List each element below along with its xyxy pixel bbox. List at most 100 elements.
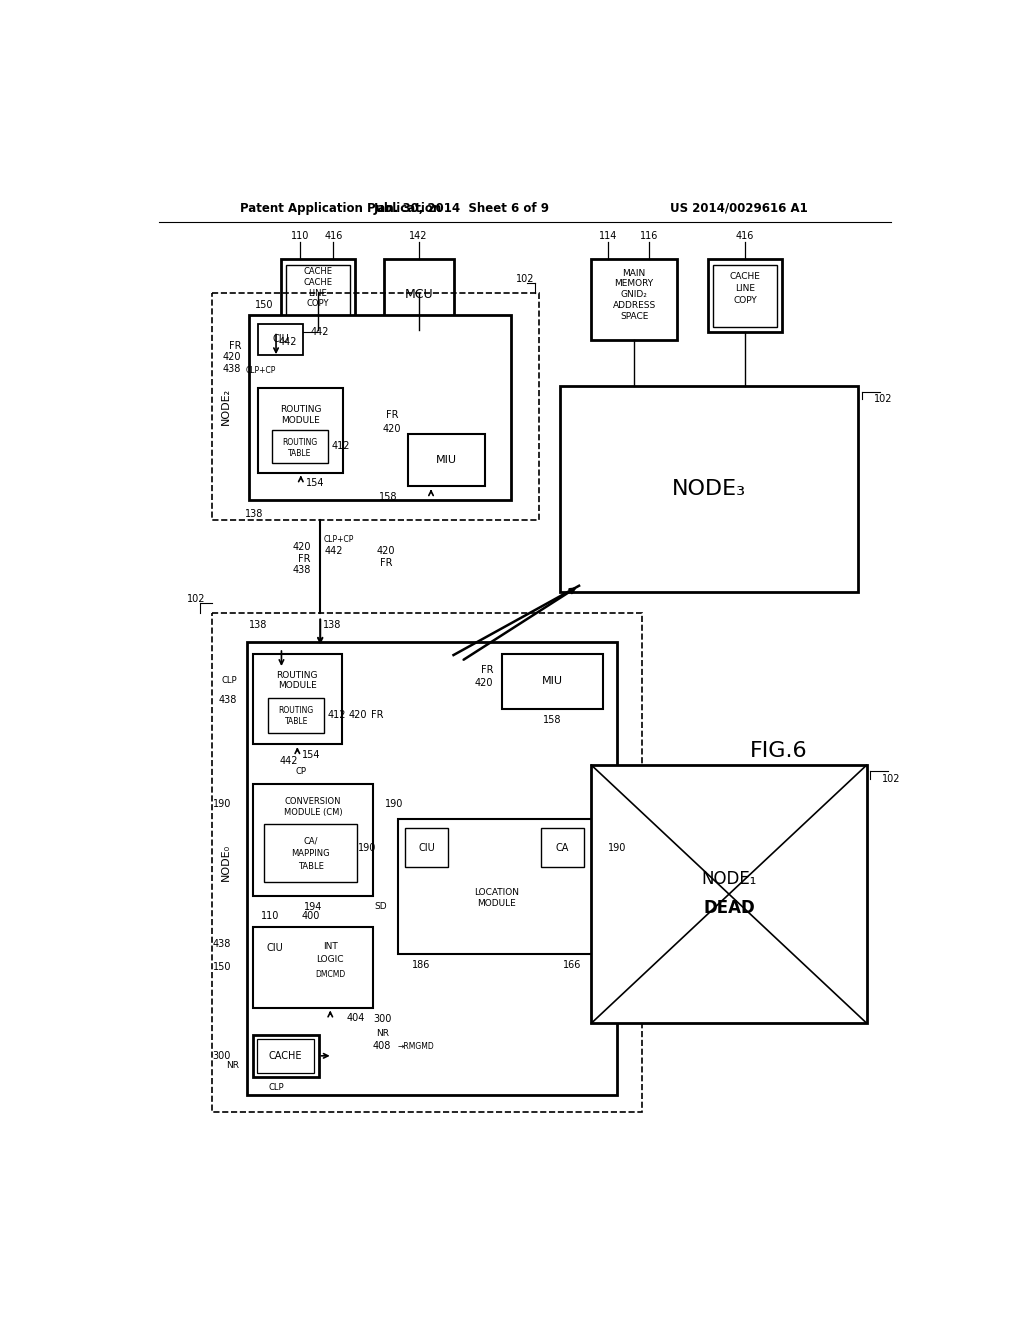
Text: TABLE: TABLE — [285, 717, 308, 726]
Text: 110: 110 — [261, 911, 279, 921]
Bar — [713, 264, 776, 327]
Text: CLP: CLP — [221, 676, 238, 685]
Text: 190: 190 — [385, 799, 403, 809]
Text: 438: 438 — [293, 565, 311, 576]
Bar — [253, 927, 373, 1007]
Text: 190: 190 — [213, 799, 231, 809]
Bar — [560, 385, 858, 591]
Text: 186: 186 — [412, 960, 430, 970]
Text: Patent Application Publication: Patent Application Publication — [241, 202, 441, 215]
Text: MCU: MCU — [404, 288, 433, 301]
Text: MODULE: MODULE — [282, 416, 321, 425]
Text: MODULE: MODULE — [477, 899, 516, 908]
Text: CIU: CIU — [272, 334, 289, 345]
Text: 102: 102 — [516, 275, 535, 284]
Bar — [591, 259, 678, 341]
Text: LOCATION: LOCATION — [474, 888, 519, 898]
Text: LOGIC: LOGIC — [316, 954, 344, 964]
Bar — [541, 829, 584, 867]
Text: CP: CP — [295, 767, 306, 776]
Text: 114: 114 — [599, 231, 616, 242]
Text: 442: 442 — [324, 546, 343, 556]
Text: MIU: MIU — [436, 455, 457, 465]
Text: Jan. 30, 2014  Sheet 6 of 9: Jan. 30, 2014 Sheet 6 of 9 — [374, 202, 549, 215]
Bar — [253, 653, 342, 744]
Text: MIU: MIU — [542, 676, 563, 686]
Bar — [281, 259, 355, 330]
Text: 154: 154 — [305, 478, 324, 488]
Text: 420: 420 — [222, 352, 241, 362]
Text: 150: 150 — [255, 301, 273, 310]
Text: ROUTING: ROUTING — [283, 438, 317, 447]
Bar — [253, 784, 373, 896]
Bar — [708, 259, 782, 333]
Text: ADDRESS: ADDRESS — [612, 301, 655, 310]
Text: 416: 416 — [325, 231, 343, 242]
Text: 420: 420 — [293, 543, 311, 552]
Bar — [406, 829, 449, 867]
Text: CACHE: CACHE — [729, 272, 761, 281]
Text: CACHE: CACHE — [269, 1051, 302, 1061]
Text: 158: 158 — [379, 492, 397, 502]
Text: 142: 142 — [410, 231, 428, 242]
Text: CONVERSION: CONVERSION — [285, 797, 341, 805]
Text: LINE: LINE — [308, 289, 328, 297]
Text: CLP+CP: CLP+CP — [246, 366, 275, 375]
Text: 442: 442 — [279, 337, 297, 347]
Text: 116: 116 — [640, 231, 658, 242]
Text: DMCMD: DMCMD — [315, 970, 345, 979]
Text: 438: 438 — [219, 694, 238, 705]
Text: 416: 416 — [735, 231, 754, 242]
Text: CLP+CP: CLP+CP — [324, 535, 354, 544]
Text: NODE₀: NODE₀ — [220, 843, 230, 880]
Text: MAIN: MAIN — [623, 269, 646, 277]
Text: 166: 166 — [563, 960, 582, 970]
Text: FR: FR — [371, 710, 383, 721]
Text: FR: FR — [386, 409, 398, 420]
Text: 110: 110 — [291, 231, 309, 242]
Text: SPACE: SPACE — [620, 312, 648, 321]
Text: MEMORY: MEMORY — [614, 280, 653, 288]
Bar — [258, 388, 343, 473]
Text: 190: 190 — [357, 843, 376, 853]
Text: 408: 408 — [373, 1041, 391, 1051]
Text: COPY: COPY — [306, 300, 329, 309]
Bar — [592, 766, 866, 1023]
Text: 420: 420 — [349, 710, 368, 721]
Text: DEAD: DEAD — [703, 899, 755, 917]
Bar — [264, 825, 357, 882]
Text: ROUTING: ROUTING — [276, 671, 318, 680]
Text: 150: 150 — [213, 962, 231, 973]
Text: 138: 138 — [249, 620, 267, 630]
Bar — [408, 434, 485, 487]
Text: GNID₂: GNID₂ — [621, 290, 647, 300]
Text: FR: FR — [298, 554, 311, 564]
Text: 438: 438 — [213, 939, 231, 949]
Text: FR: FR — [380, 557, 392, 568]
Bar — [397, 818, 595, 954]
Text: COPY: COPY — [733, 297, 757, 305]
Bar — [272, 430, 328, 462]
Bar — [268, 698, 324, 733]
Text: 194: 194 — [304, 902, 322, 912]
Text: SD: SD — [375, 903, 387, 911]
Bar — [247, 642, 617, 1094]
Text: →RMGMD: →RMGMD — [397, 1041, 434, 1051]
Text: ROUTING: ROUTING — [281, 405, 322, 414]
Text: NODE₂: NODE₂ — [220, 388, 230, 425]
Text: 442: 442 — [311, 326, 330, 337]
Text: NODE₃: NODE₃ — [672, 479, 745, 499]
Text: 300: 300 — [213, 1051, 231, 1061]
Text: MODULE (CM): MODULE (CM) — [284, 808, 342, 817]
Text: 138: 138 — [245, 510, 263, 519]
Bar — [212, 293, 539, 520]
Bar — [286, 264, 349, 325]
Text: CIU: CIU — [419, 842, 435, 853]
Text: NODE₁: NODE₁ — [701, 870, 757, 888]
Text: 420: 420 — [474, 677, 493, 688]
Text: MAPPING: MAPPING — [292, 849, 330, 858]
Text: CACHE: CACHE — [303, 267, 333, 276]
Text: ROUTING: ROUTING — [279, 706, 313, 715]
Bar — [257, 1039, 314, 1073]
Text: 420: 420 — [383, 424, 401, 434]
